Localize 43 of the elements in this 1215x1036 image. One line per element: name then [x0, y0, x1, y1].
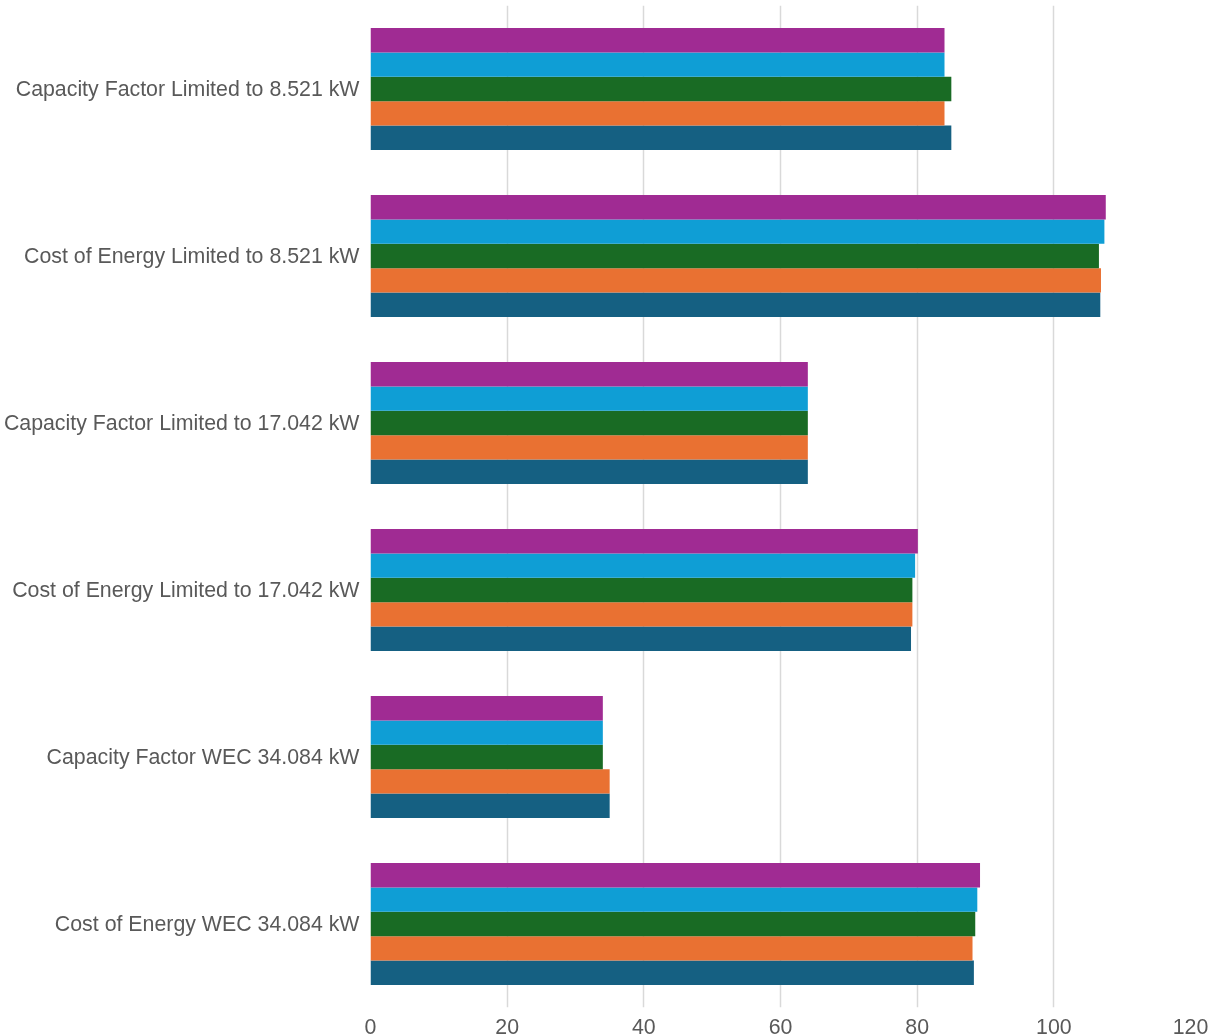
bar	[370, 28, 945, 53]
bar	[370, 243, 1099, 269]
y-tick-label: Cost of Energy WEC 34.084 kW	[54, 912, 361, 936]
bar	[370, 936, 973, 961]
bar	[370, 268, 1101, 293]
x-tick-label: 40	[631, 1014, 656, 1036]
y-tick-label: Cost of Energy Limited to 17.042 kW	[12, 578, 361, 602]
x-tick-label: 80	[905, 1014, 930, 1036]
bar	[370, 553, 916, 578]
bar	[370, 529, 918, 554]
bar	[370, 195, 1106, 220]
bar	[370, 887, 978, 912]
x-tick-label: 20	[495, 1014, 520, 1036]
x-tick-label: 60	[768, 1014, 793, 1036]
y-tick-label: Capacity Factor Limited to 8.521 kW	[15, 77, 361, 101]
bar	[370, 744, 603, 770]
bar	[370, 793, 610, 818]
x-tick-label: 0	[364, 1014, 377, 1036]
bar	[370, 292, 1101, 317]
y-tick-label: Capacity Factor WEC 34.084 kW	[46, 745, 361, 769]
bar	[370, 863, 981, 888]
bar	[370, 52, 945, 77]
bar	[370, 125, 952, 150]
bar	[370, 720, 603, 745]
bar	[370, 362, 808, 387]
bar	[370, 101, 945, 126]
bar	[370, 435, 808, 460]
bar	[370, 911, 976, 937]
bar	[370, 769, 610, 794]
bar	[370, 219, 1105, 244]
bar	[370, 410, 808, 436]
bar	[370, 626, 912, 651]
y-tick-label: Cost of Energy Limited to 8.521 kW	[24, 244, 361, 268]
bar	[370, 76, 952, 102]
bar	[370, 696, 603, 721]
x-tick-label: 100	[1036, 1014, 1072, 1036]
bar	[370, 577, 913, 603]
x-tick-label: 120	[1172, 1014, 1209, 1036]
y-tick-label: Capacity Factor Limited to 17.042 kW	[3, 411, 361, 435]
bar	[370, 386, 808, 411]
bar	[370, 960, 974, 985]
bar	[370, 602, 913, 627]
bar	[370, 459, 808, 484]
